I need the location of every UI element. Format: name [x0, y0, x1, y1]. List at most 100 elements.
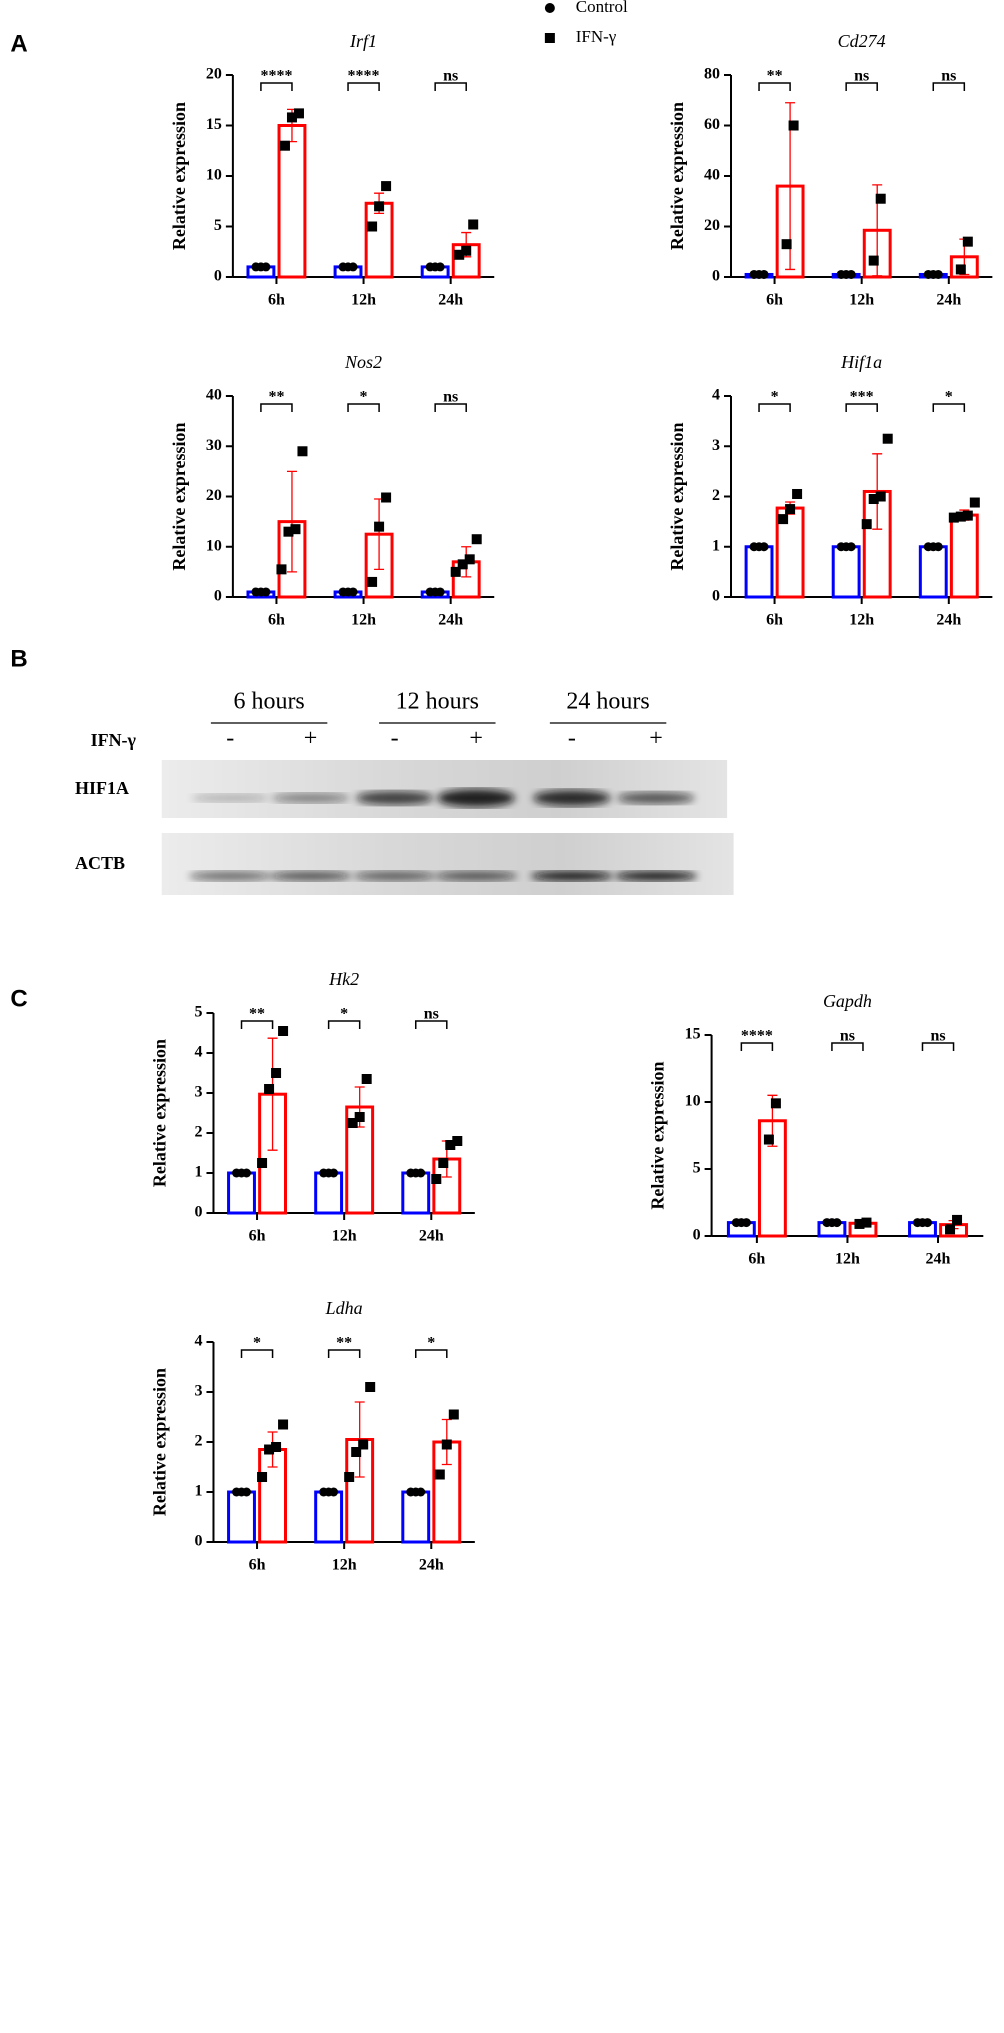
- blot-sign: -: [391, 726, 399, 752]
- error-bar: [286, 470, 297, 573]
- chart-title: Hk2: [328, 969, 359, 989]
- data-point: [454, 249, 465, 260]
- y-tick-label: 2: [194, 1124, 202, 1141]
- y-tick-label: 0: [693, 1227, 701, 1244]
- data-point: [868, 255, 879, 266]
- error-bar: [872, 453, 883, 530]
- data-point: [365, 1382, 376, 1392]
- data-point: [468, 219, 479, 230]
- blot-time-label: 6 hours: [233, 689, 304, 715]
- data-point: [861, 1217, 872, 1228]
- blot-band-label: HIF1A: [75, 778, 129, 798]
- significance-label: **: [268, 389, 284, 406]
- bar: [364, 201, 394, 279]
- data-point: [242, 1168, 252, 1178]
- y-tick-label: 0: [214, 588, 222, 605]
- y-tick-label: 3: [194, 1084, 202, 1101]
- blot-sign: -: [568, 726, 576, 752]
- y-tick-label: 20: [206, 487, 222, 504]
- significance-label: ****: [348, 68, 380, 85]
- y-tick-label: 0: [214, 268, 222, 285]
- blot-band: [191, 794, 270, 802]
- data-point: [374, 201, 385, 212]
- data-point: [846, 542, 856, 552]
- x-tick-label: 12h: [351, 612, 376, 629]
- y-tick-label: 1: [194, 1164, 202, 1181]
- y-axis-label: Relative expression: [667, 422, 687, 570]
- blot-time-label: 12 hours: [396, 689, 479, 715]
- y-tick-label: 4: [712, 387, 720, 404]
- data-point: [922, 1218, 932, 1228]
- blot-band: [434, 871, 518, 881]
- y-tick-label: 0: [712, 268, 720, 285]
- legend-marker: [544, 3, 555, 13]
- data-point: [933, 269, 943, 279]
- bar: [401, 1490, 431, 1544]
- significance-bracket: [740, 1042, 774, 1051]
- y-tick-label: 80: [704, 66, 720, 83]
- data-point: [471, 534, 482, 545]
- y-tick-label: 10: [206, 537, 222, 554]
- chart-title: Nos2: [344, 352, 382, 372]
- x-tick-label: 12h: [835, 1251, 860, 1268]
- blot-membrane: [161, 760, 728, 818]
- y-tick-label: 10: [685, 1093, 701, 1110]
- x-tick-label: 24h: [926, 1251, 951, 1268]
- chart-title: Cd274: [838, 31, 886, 51]
- y-tick-label: 60: [704, 116, 720, 133]
- data-point: [792, 488, 803, 499]
- data-point: [381, 181, 392, 192]
- data-point: [264, 1084, 275, 1094]
- bar: [949, 513, 979, 599]
- data-point: [261, 262, 271, 272]
- significance-bracket: [240, 1349, 274, 1358]
- data-point: [367, 221, 378, 232]
- significance-bracket: [327, 1020, 361, 1029]
- blot-band: [437, 789, 515, 807]
- data-point: [374, 521, 385, 532]
- data-point: [348, 262, 358, 272]
- data-point: [785, 504, 796, 515]
- bar: [277, 124, 307, 279]
- data-point: [278, 1419, 289, 1430]
- x-tick-label: 12h: [332, 1557, 357, 1574]
- y-axis-label: Relative expression: [169, 422, 189, 570]
- y-axis-label: Relative expression: [150, 1368, 170, 1516]
- data-point: [763, 1134, 774, 1145]
- data-point: [933, 542, 943, 552]
- y-tick-label: 0: [194, 1204, 202, 1221]
- bar: [227, 1171, 256, 1215]
- legend-label: Control: [576, 0, 628, 16]
- significance-label: ns: [443, 389, 458, 406]
- y-axis-label: Relative expression: [169, 102, 189, 250]
- x-tick-label: 24h: [936, 292, 961, 309]
- y-tick-label: 5: [214, 217, 222, 234]
- data-point: [832, 1218, 842, 1228]
- x-tick-label: 24h: [438, 292, 463, 309]
- blot-treatment-label: IFN-γ: [91, 730, 137, 750]
- data-point: [952, 1214, 963, 1225]
- significance-bracket: [327, 1349, 361, 1358]
- significance-label: *: [771, 389, 779, 406]
- significance-label: ns: [424, 1006, 439, 1023]
- y-tick-label: 30: [206, 437, 222, 454]
- y-tick-label: 4: [194, 1044, 202, 1061]
- chart-title: Hif1a: [840, 352, 882, 372]
- data-point: [969, 497, 980, 508]
- bar: [744, 545, 774, 599]
- y-tick-label: 2: [712, 487, 720, 504]
- blot-sign: +: [649, 726, 663, 752]
- data-point: [358, 1439, 369, 1450]
- data-point: [741, 1218, 751, 1228]
- data-point: [286, 112, 297, 123]
- data-point: [257, 1158, 268, 1168]
- legend-label: IFN-γ: [576, 27, 617, 46]
- data-point: [781, 239, 792, 250]
- data-point: [445, 1140, 456, 1150]
- data-point: [434, 1469, 445, 1480]
- significance-label: ns: [854, 68, 869, 85]
- y-tick-label: 10: [206, 167, 222, 184]
- x-tick-label: 6h: [766, 292, 783, 309]
- y-tick-label: 5: [194, 1004, 202, 1021]
- significance-bracket: [347, 82, 380, 91]
